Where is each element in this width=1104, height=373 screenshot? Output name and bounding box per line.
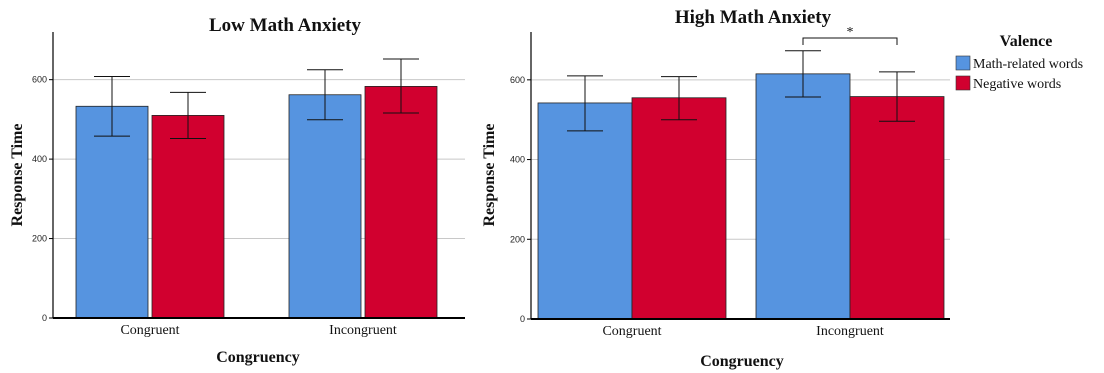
chart-title: Low Math Anxiety — [209, 15, 362, 36]
legend-swatch-negative — [955, 75, 971, 91]
x-tick-label: Congruent — [602, 324, 661, 339]
bar — [631, 97, 727, 320]
y-tick-label: 600 — [32, 75, 47, 85]
y-tick-label: 200 — [510, 234, 525, 244]
chart-panel-low-anxiety: Low Math Anxiety Response Time Congruenc… — [9, 15, 465, 366]
y-tick-label: 0 — [520, 314, 525, 324]
bar — [75, 105, 149, 319]
plot-area: 0 200 400 600 Congruent Incongruent * — [510, 25, 950, 339]
y-tick-label: 400 — [510, 155, 525, 165]
y-axis-label: Response Time — [9, 124, 26, 227]
y-tick-label: 400 — [32, 154, 47, 164]
x-tick-label: Congruent — [120, 323, 179, 338]
x-axis-label: Congruency — [700, 353, 784, 370]
x-tick-label: Incongruent — [329, 323, 397, 338]
bar — [849, 96, 945, 320]
y-axis-label: Response Time — [481, 124, 498, 227]
significance-bracket — [802, 37, 898, 45]
y-tick-label: 200 — [32, 234, 47, 244]
bar — [537, 102, 633, 320]
x-axis-label: Congruency — [216, 349, 300, 366]
bar — [288, 94, 362, 319]
chart-title: High Math Anxiety — [675, 7, 832, 28]
bar — [755, 73, 851, 320]
y-tick-label: 600 — [510, 75, 525, 85]
legend-title: Valence — [1000, 33, 1053, 50]
plot-area: 0 200 400 600 Congruent Incongruent — [32, 32, 465, 338]
legend-swatch-math-related — [955, 55, 971, 71]
legend-label-negative: Negative words — [973, 77, 1061, 92]
legend-label-math-related: Math-related words — [973, 57, 1083, 72]
y-tick-label: 0 — [42, 313, 47, 323]
legend: Valence Math-related words Negative word… — [955, 33, 1083, 92]
chart-panel-high-anxiety: High Math Anxiety Response Time Congruen… — [481, 7, 950, 370]
bar — [364, 86, 438, 319]
x-tick-label: Incongruent — [816, 324, 884, 339]
significance-marker: * — [847, 25, 854, 40]
bar — [151, 115, 225, 319]
